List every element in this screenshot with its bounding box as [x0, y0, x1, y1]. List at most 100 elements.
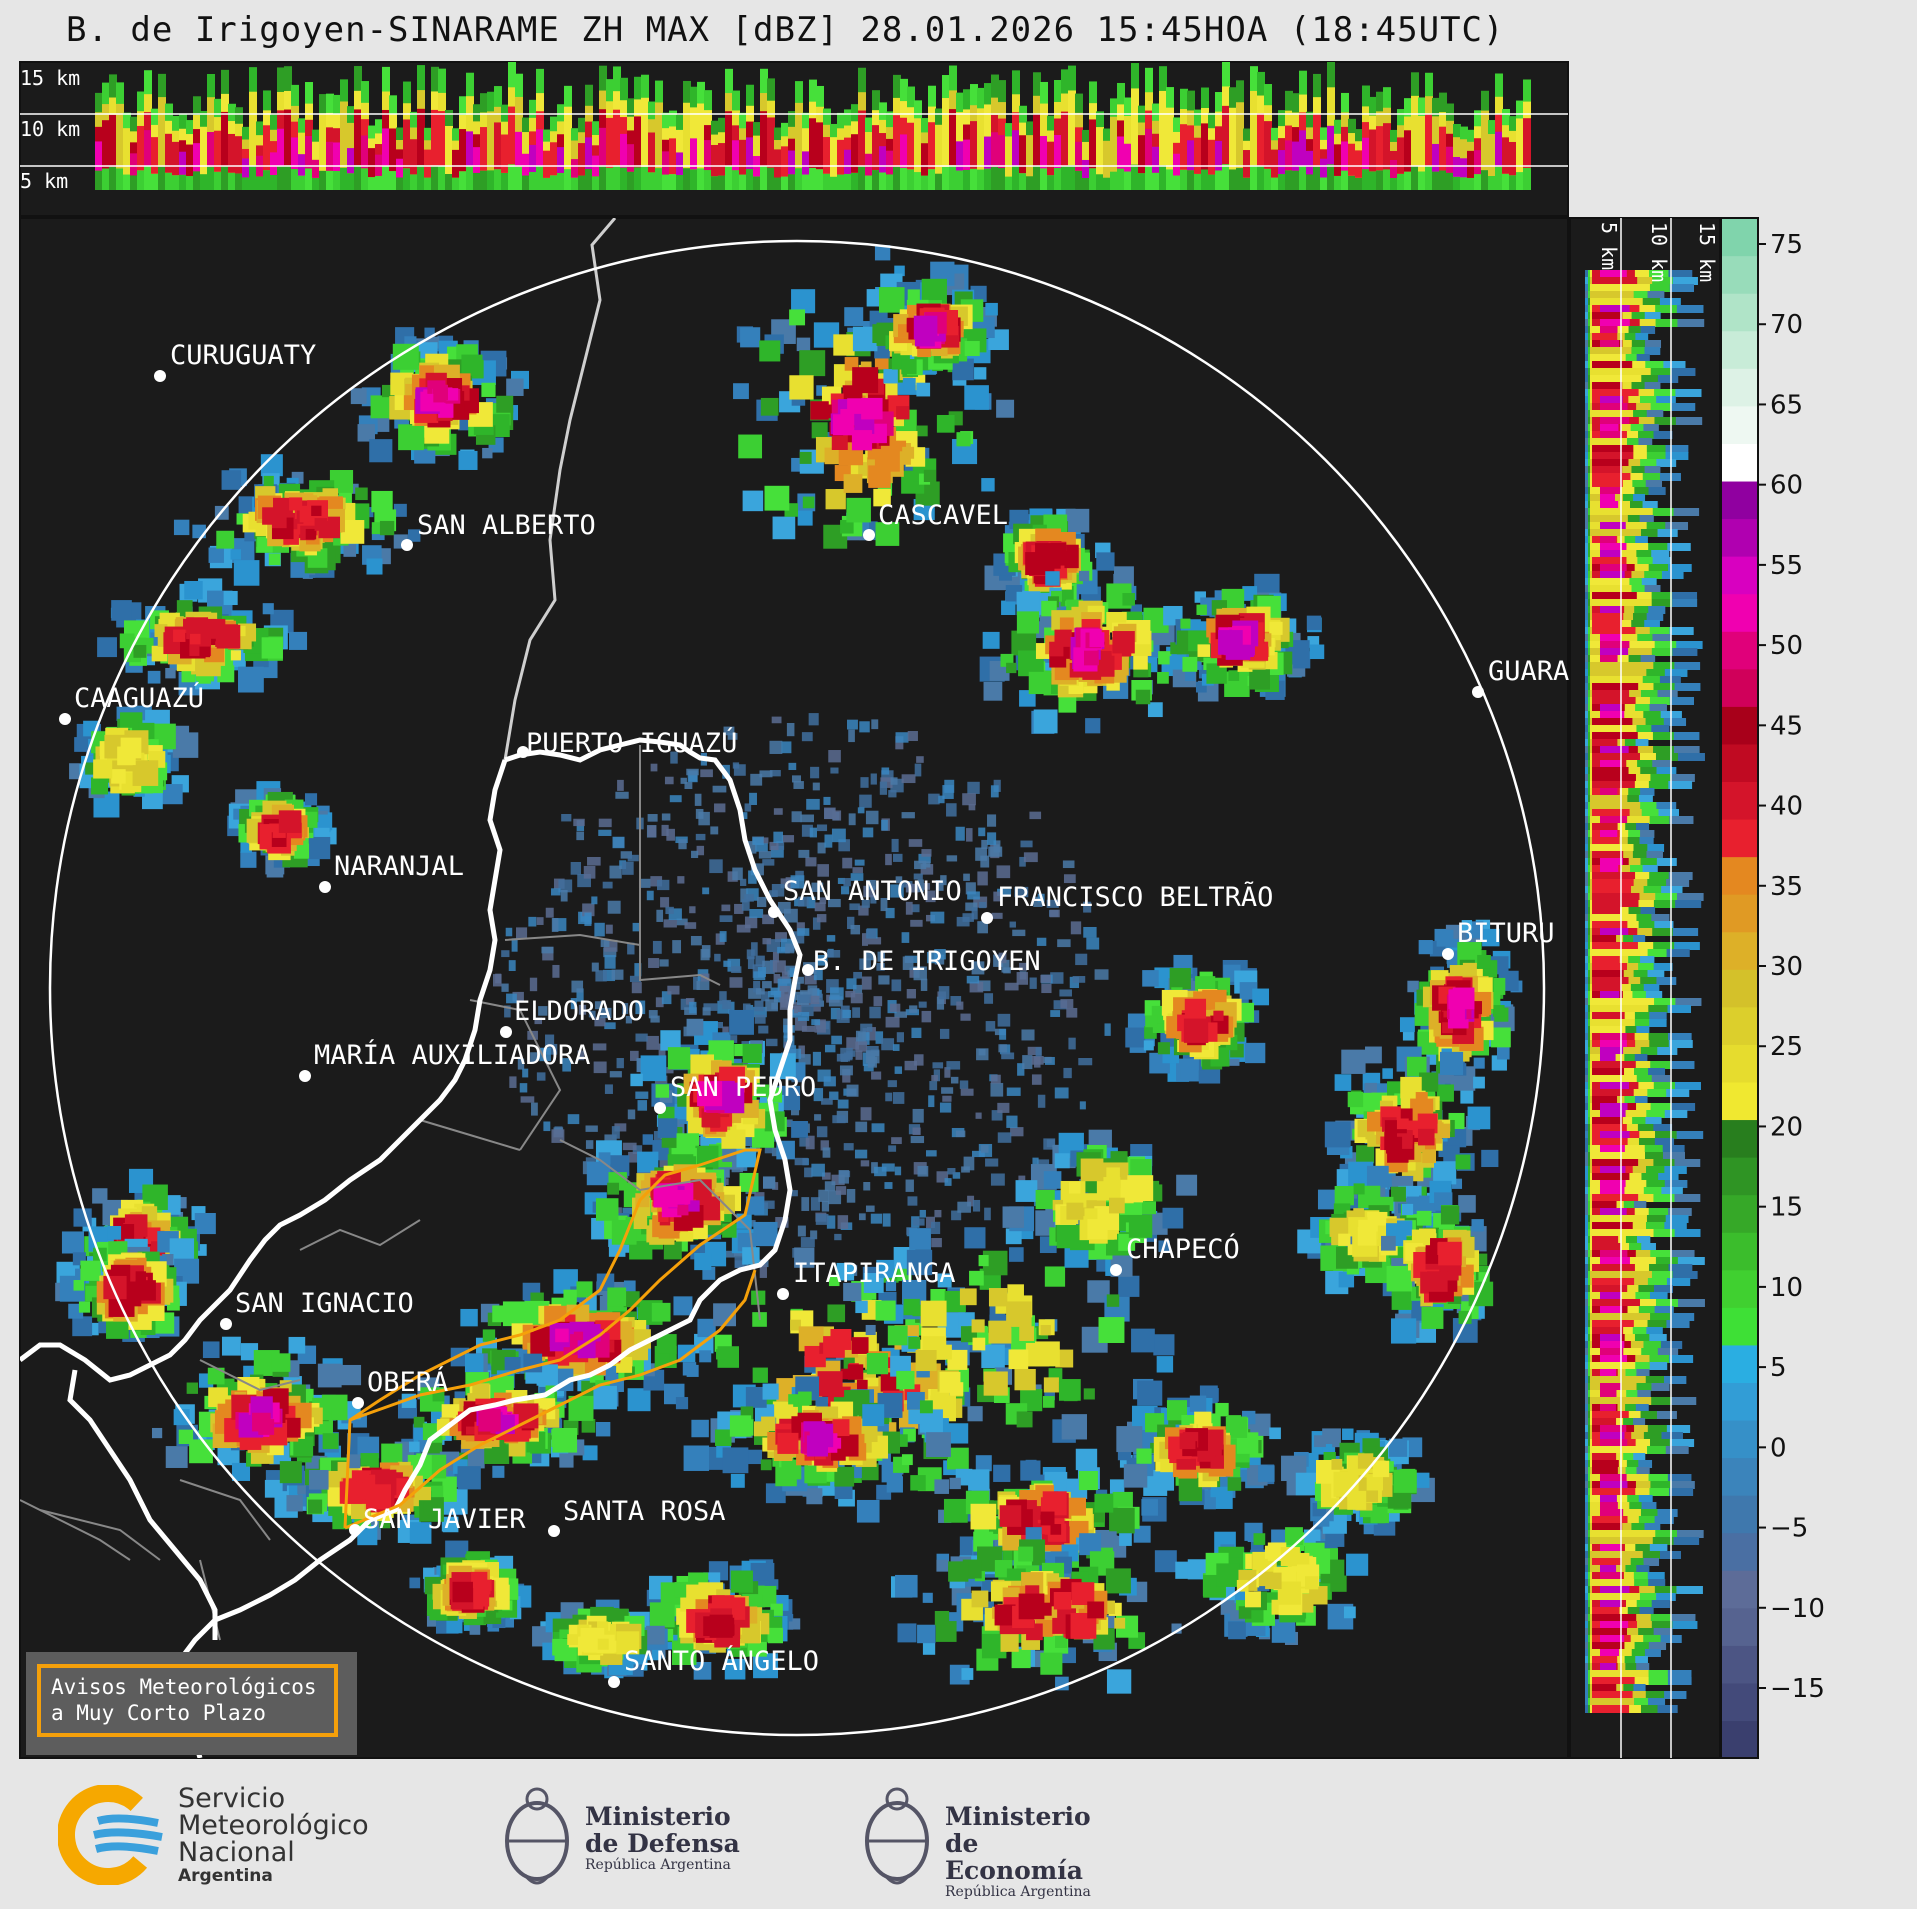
storm-cell [984, 508, 1115, 616]
city-label: B. DE IRIGOYEN [813, 946, 1041, 977]
economia-logo: Ministerio de Economía República Argenti… [855, 1775, 1125, 1900]
side-label-10km: 10 km [1647, 222, 1671, 282]
colorbar-swatch [1721, 443, 1758, 482]
defensa-sub: República Argentina [585, 1857, 731, 1873]
city-label: SANTO ÁNGELO [624, 1645, 819, 1677]
storm-cell [173, 454, 421, 586]
city-marker: PUERTO IGUAZÚ [517, 727, 737, 759]
city-marker: SAN IGNACIO [220, 1288, 414, 1330]
city-label: SAN JAVIER [363, 1504, 526, 1535]
city-label: MARÍA AUXILIADORA [314, 1039, 590, 1071]
colorbar-tick-label: 15 [1770, 1193, 1803, 1223]
colorbar-swatch [1721, 556, 1758, 595]
city-label: GUARA [1488, 656, 1569, 687]
storm-cell [683, 1376, 950, 1507]
storm-cell [1281, 1428, 1435, 1536]
colorbar-swatch [1721, 1194, 1758, 1233]
city-label: SAN PEDRO [670, 1072, 816, 1103]
city-marker: SAN ALBERTO [401, 510, 596, 551]
city-dot-icon [608, 1676, 620, 1688]
colorbar-tick-label: −15 [1770, 1674, 1825, 1704]
colorbar-swatch [1721, 293, 1758, 332]
defensa-line2: de Defensa [585, 1829, 740, 1858]
colorbar-swatch [1721, 1232, 1758, 1271]
storm-cell [1163, 573, 1325, 702]
colorbar-swatch [1721, 1457, 1758, 1496]
city-dot-icon [1472, 686, 1484, 698]
colorbar-tick-label: 40 [1770, 792, 1803, 822]
city-dot-icon [59, 713, 71, 725]
colorbar-swatch [1721, 743, 1758, 783]
colorbar-tick-label: 25 [1770, 1032, 1803, 1062]
top-label-15km: 15 km [20, 66, 80, 90]
warnings-legend-box[interactable]: Avisos Meteorológicos a Muy Corto Plazo [26, 1652, 357, 1755]
colorbar-swatch [1721, 1157, 1758, 1196]
colorbar-swatch [1721, 330, 1758, 369]
storm-cell [409, 1540, 532, 1635]
colorbar-tick-label: 10 [1770, 1273, 1803, 1303]
city-dot-icon [1110, 1264, 1122, 1276]
colorbar-tick-label: −10 [1770, 1594, 1825, 1624]
colorbar-swatch [1721, 1419, 1758, 1459]
storm-cell [1381, 1180, 1494, 1344]
city-marker: FRANCISCO BELTRÃO [981, 881, 1273, 924]
paraguay-brazil-border [503, 218, 617, 761]
colorbar-swatch [1721, 1006, 1758, 1045]
colorbar-tick-label: 45 [1770, 711, 1803, 741]
storm-cell [1297, 1161, 1448, 1297]
colorbar-swatch [1721, 255, 1758, 294]
colorbar-swatch [1721, 1081, 1758, 1121]
storm-cell [1125, 954, 1270, 1084]
colorbar-swatch [1721, 1495, 1758, 1534]
defensa-line1: Ministerio [585, 1802, 731, 1831]
city-marker: B. DE IRIGOYEN [802, 946, 1041, 977]
warnings-legend-text: Avisos Meteorológicos a Muy Corto Plazo [37, 1664, 338, 1737]
colorbar-swatch [1721, 894, 1758, 933]
city-dot-icon [299, 1070, 311, 1082]
city-dot-icon [981, 912, 993, 924]
defensa-logo: Ministerio de Defensa República Argentin… [495, 1775, 755, 1895]
colorbar-swatch [1721, 1307, 1758, 1346]
colorbar-swatch [1721, 1682, 1758, 1722]
colorbar-tick-label: 20 [1770, 1112, 1803, 1142]
top-label-10km: 10 km [20, 117, 80, 141]
side-label-5km: 5 km [1597, 222, 1621, 270]
colorbar-swatch [1721, 1382, 1758, 1421]
city-label: OBERÁ [367, 1366, 448, 1398]
storm-cell [1116, 1385, 1281, 1510]
storm-cell [151, 1336, 367, 1498]
city-marker: CHAPECÓ [1110, 1233, 1240, 1276]
radar-range-ring [48, 239, 1546, 1737]
economia-sub: República Argentina [945, 1884, 1091, 1900]
storm-cell [55, 1225, 200, 1342]
radar-echo-layer [55, 245, 1523, 1694]
colorbar-tick-label: 60 [1770, 471, 1803, 501]
map-panel: CURUGUATY SAN ALBERTO CAAGUAZÚ CASCAVEL GUAR… [19, 217, 1569, 1759]
side-cross-section-echo [1585, 270, 1705, 1713]
city-marker: BITURU [1442, 918, 1555, 960]
city-marker: SAN ANTONIO [768, 876, 962, 918]
city-marker: SAN JAVIER [349, 1504, 526, 1536]
city-label: ITAPIRANGA [793, 1258, 956, 1289]
city-label: PUERTO IGUAZÚ [526, 727, 737, 759]
city-label: CASCAVEL [878, 500, 1008, 531]
colorbar-tick-label: 65 [1770, 390, 1803, 420]
colorbar-tick-label: 30 [1770, 952, 1803, 982]
city-label: SAN ALBERTO [417, 510, 596, 541]
colorbar-swatch [1721, 706, 1758, 745]
colorbar-swatch [1721, 218, 1758, 257]
map-title: B. de Irigoyen-SINARAME ZH MAX [dBZ] 28.… [66, 10, 1505, 50]
city-dot-icon [768, 906, 780, 918]
colorbar-swatch [1721, 1570, 1758, 1609]
city-dot-icon [863, 529, 875, 541]
smn-line1: Servicio [178, 1783, 286, 1814]
storm-cell [350, 327, 530, 470]
colorbar-swatch [1721, 1119, 1758, 1158]
city-marker: MARÍA AUXILIADORA [299, 1039, 590, 1082]
colorbar-swatch [1721, 781, 1758, 820]
colorbar-swatch [1721, 1720, 1758, 1759]
economia-line1: Ministerio [945, 1802, 1091, 1831]
colorbar-swatches [1721, 218, 1758, 1759]
colorbar-swatch [1721, 818, 1758, 858]
